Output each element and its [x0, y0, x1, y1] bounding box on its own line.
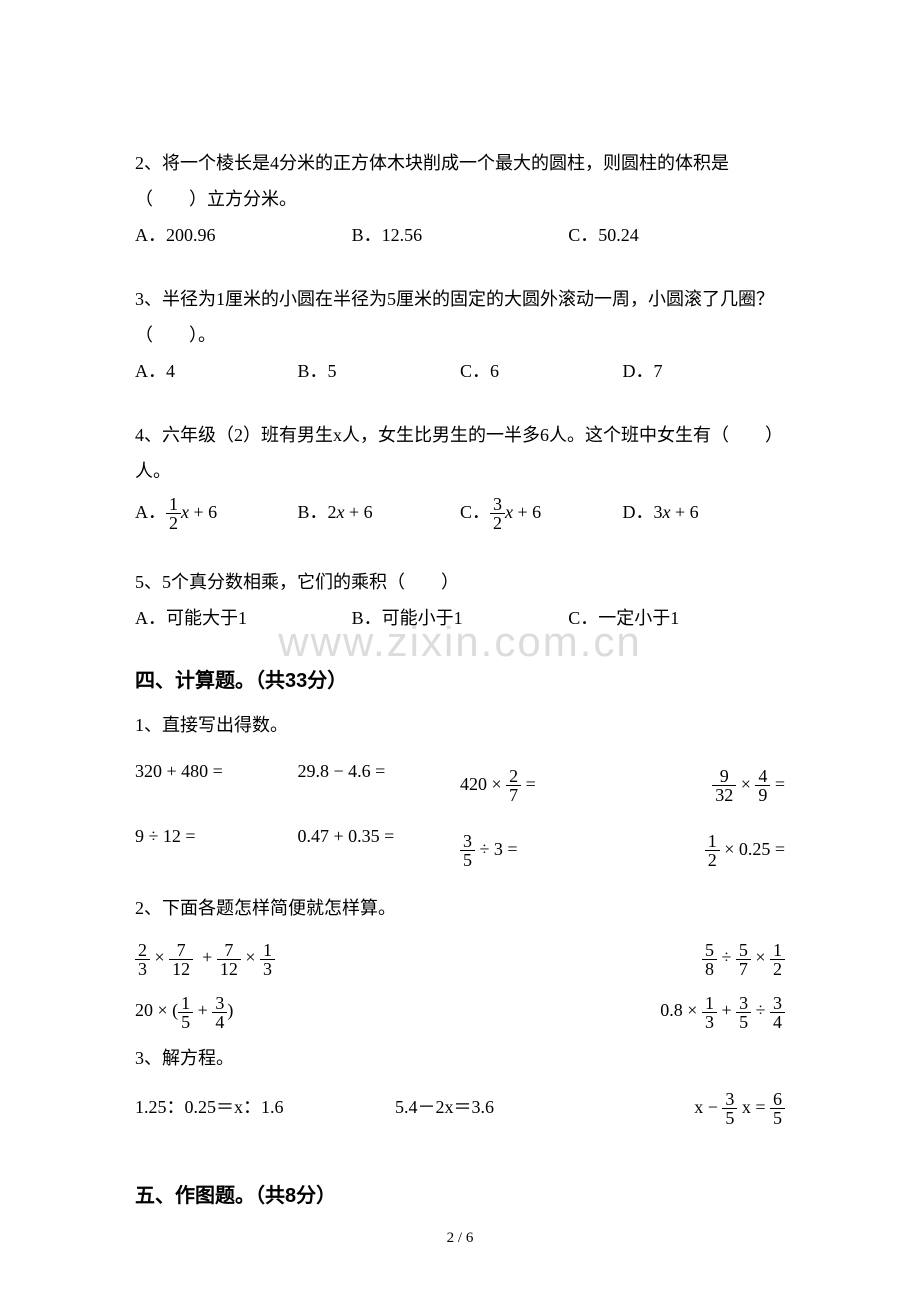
q3-opt-d: D．7 — [623, 353, 786, 389]
eq-2: 5.4－2x＝3.6 — [395, 1084, 590, 1131]
question-4-options: A．12x + 6 B．2x + 6 C．32x + 6 D．3x + 6 — [135, 489, 785, 536]
question-3-text: 3、半径为1厘米的小圆在半径为5厘米的固定的大圆外滚动一周，小圆滚了几圈？（ ）… — [135, 281, 785, 353]
question-2-options: A．200.96 B．12.56 C．50.24 — [135, 217, 785, 253]
simplify-row-2: 20 × (15 + 34) 0.8 × 13 + 35 ÷ 34 — [135, 987, 785, 1034]
question-2: 2、将一个棱长是4分米的正方体木块削成一个最大的圆柱，则圆柱的体积是（ ）立方分… — [135, 145, 785, 253]
section-5-title: 五、作图题。（共8分） — [135, 1179, 785, 1208]
simplify-1-left: 23 × 712 + 712 × 13 — [135, 934, 275, 981]
question-5-options: A．可能大于1 B．可能小于1 C．一定小于1 — [135, 600, 785, 636]
section-4-sub1: 1、直接写出得数。 — [135, 707, 785, 743]
q5-opt-a: A．可能大于1 — [135, 600, 352, 636]
section-4-sub3: 3、解方程。 — [135, 1040, 785, 1076]
simplify-2-left: 20 × (15 + 34) — [135, 987, 233, 1034]
question-4-text: 4、六年级（2）班有男生x人，女生比男生的一半多6人。这个班中女生有（ ）人。 — [135, 417, 785, 489]
eq-3: x − 35 x = 65 — [590, 1084, 785, 1131]
question-3-options: A．4 B．5 C．6 D．7 — [135, 353, 785, 389]
mm-2-d: 12 × 0.25 = — [623, 826, 786, 873]
question-2-text: 2、将一个棱长是4分米的正方体木块削成一个最大的圆柱，则圆柱的体积是（ ）立方分… — [135, 145, 785, 217]
eq-1: 1.25：0.25＝x：1.6 — [135, 1084, 395, 1131]
mm-2-a: 9 ÷ 12 = — [135, 826, 298, 873]
q4-opt-a: A．12x + 6 — [135, 489, 298, 536]
q4-opt-d: D．3x + 6 — [623, 489, 786, 536]
q4-opt-b: B．2x + 6 — [298, 489, 461, 536]
q5-opt-b: B．可能小于1 — [352, 600, 569, 636]
q3-opt-a: A．4 — [135, 353, 298, 389]
question-5: 5、5个真分数相乘，它们的乘积（ ） A．可能大于1 B．可能小于1 C．一定小… — [135, 564, 785, 636]
mm-1-a: 320 + 480 = — [135, 761, 298, 808]
q3-opt-b: B．5 — [298, 353, 461, 389]
content-area: 2、将一个棱长是4分米的正方体木块削成一个最大的圆柱，则圆柱的体积是（ ）立方分… — [135, 145, 785, 1208]
section-4-sub2: 2、下面各题怎样简便就怎样算。 — [135, 890, 785, 926]
mm-2-c: 35 ÷ 3 = — [460, 826, 623, 873]
q2-opt-c: C．50.24 — [568, 217, 785, 253]
mm-1-c: 420 × 27 = — [460, 761, 623, 808]
simplify-2-right: 0.8 × 13 + 35 ÷ 34 — [660, 987, 785, 1034]
page-number: 2 / 6 — [447, 1230, 474, 1247]
mm-1-b: 29.8 − 4.6 = — [298, 761, 461, 808]
mental-math-row-2: 9 ÷ 12 = 0.47 + 0.35 = 35 ÷ 3 = 12 × 0.2… — [135, 826, 785, 873]
question-4: 4、六年级（2）班有男生x人，女生比男生的一半多6人。这个班中女生有（ ）人。 … — [135, 417, 785, 536]
section-4-title: 四、计算题。（共33分） — [135, 664, 785, 693]
question-3: 3、半径为1厘米的小圆在半径为5厘米的固定的大圆外滚动一周，小圆滚了几圈？（ ）… — [135, 281, 785, 389]
equation-row: 1.25：0.25＝x：1.6 5.4－2x＝3.6 x − 35 x = 65 — [135, 1084, 785, 1131]
mm-1-d: 932 × 49 = — [623, 761, 786, 808]
mm-2-b: 0.47 + 0.35 = — [298, 826, 461, 873]
mental-math-row-1: 320 + 480 = 29.8 − 4.6 = 420 × 27 = 932 … — [135, 761, 785, 808]
q2-opt-a: A．200.96 — [135, 217, 352, 253]
q4-opt-c: C．32x + 6 — [460, 489, 623, 536]
simplify-1-right: 58 ÷ 57 × 12 — [702, 934, 785, 981]
simplify-row-1: 23 × 712 + 712 × 13 58 ÷ 57 × 12 — [135, 934, 785, 981]
q3-opt-c: C．6 — [460, 353, 623, 389]
question-5-text: 5、5个真分数相乘，它们的乘积（ ） — [135, 564, 785, 600]
q5-opt-c: C．一定小于1 — [568, 600, 785, 636]
q2-opt-b: B．12.56 — [352, 217, 569, 253]
